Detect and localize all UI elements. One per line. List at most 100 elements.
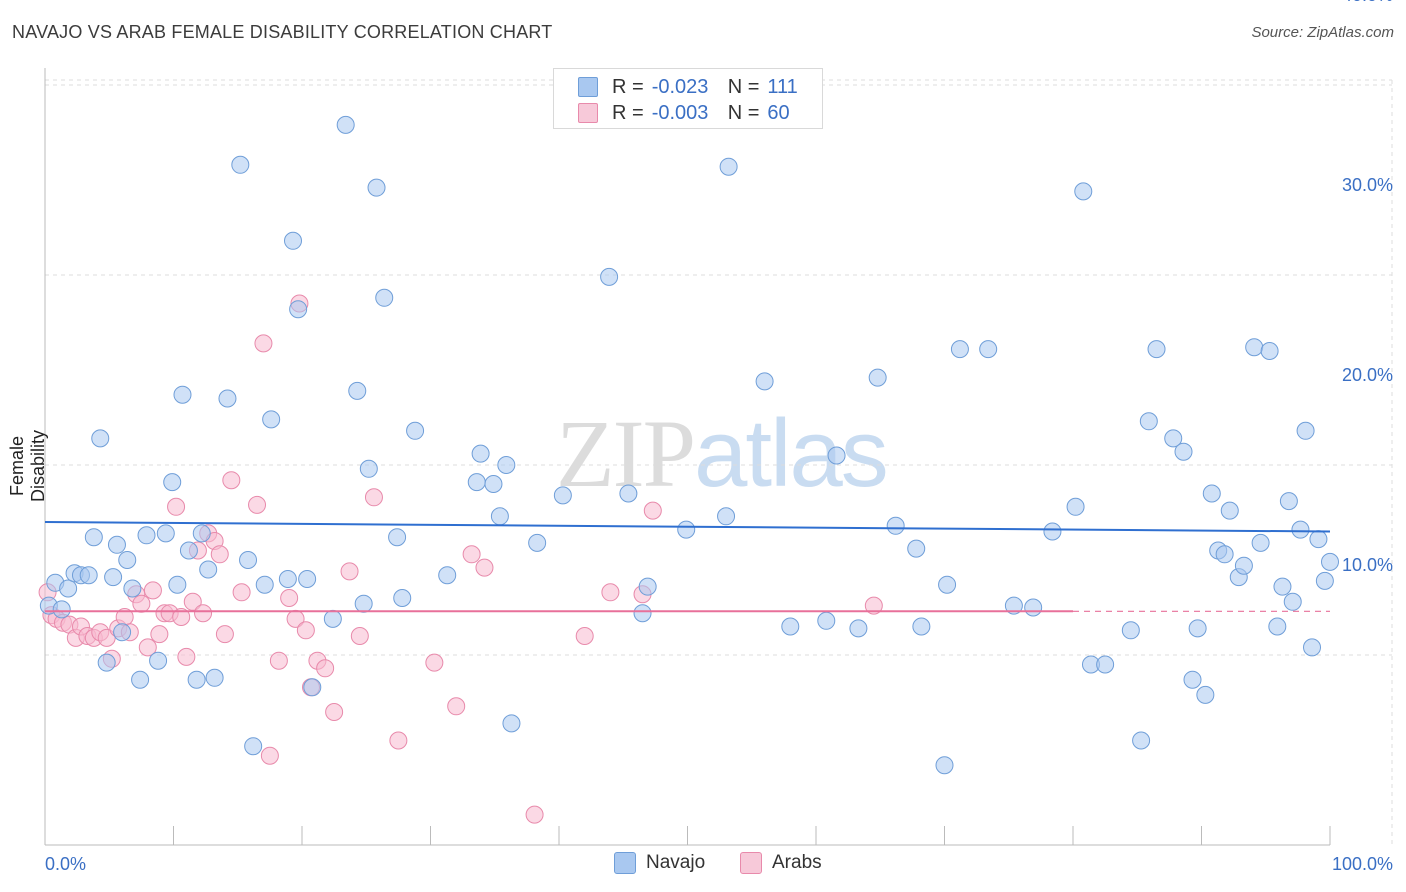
- arabs-point: [177, 647, 196, 666]
- navajo-point: [354, 594, 373, 613]
- arabs-point: [269, 651, 288, 670]
- navajo-point: [1121, 621, 1140, 640]
- legend-row-navajo: R = -0.023 N = 111: [578, 75, 798, 99]
- arabs-point: [350, 627, 369, 645]
- arabs-point: [260, 746, 279, 765]
- legend-item-arabs[interactable]: Arabs: [740, 852, 822, 874]
- navajo-point: [935, 756, 954, 775]
- navajo-point: [179, 541, 198, 560]
- navajo-point: [131, 670, 150, 689]
- navajo-point: [1309, 530, 1328, 549]
- navajo-point: [255, 575, 274, 594]
- navajo-point: [187, 670, 206, 689]
- arabs-point: [215, 625, 234, 644]
- navajo-point: [348, 381, 367, 400]
- navajo-point: [1283, 592, 1302, 611]
- navajo-point: [1132, 731, 1151, 750]
- navajo-point: [1321, 552, 1339, 571]
- arabs-point: [325, 703, 344, 721]
- arabs-legend-label: Arabs: [772, 852, 822, 873]
- navajo-point: [406, 421, 425, 440]
- navajo-point: [717, 507, 736, 526]
- navajo-point: [1139, 412, 1158, 431]
- navajo-n-value: 111: [767, 75, 798, 98]
- navajo-point: [1234, 556, 1253, 575]
- navajo-point: [163, 473, 182, 492]
- arabs-point: [475, 558, 494, 577]
- arabs-point: [316, 659, 335, 678]
- navajo-point: [528, 533, 547, 552]
- arabs-point: [280, 589, 299, 607]
- arabs-point: [364, 488, 383, 507]
- navajo-point: [1024, 598, 1043, 617]
- navajo-point: [502, 714, 521, 733]
- navajo-point: [600, 267, 619, 286]
- navajo-point: [950, 340, 969, 359]
- arabs-point: [601, 583, 620, 602]
- arabs-point: [575, 627, 594, 645]
- navajo-point: [1096, 655, 1115, 674]
- navajo-point: [1174, 442, 1193, 461]
- navajo-point: [638, 577, 657, 596]
- navajo-n-label: N =: [727, 75, 760, 98]
- navajo-point: [1315, 571, 1334, 590]
- navajo-point: [118, 551, 137, 569]
- navajo-point: [298, 570, 317, 588]
- y-axis-label: Female Disability: [7, 429, 48, 503]
- navajo-point: [367, 178, 386, 197]
- arabs-r-value: -0.003: [651, 101, 709, 124]
- navajo-point: [137, 526, 156, 545]
- navajo-point: [107, 535, 126, 554]
- navajo-point: [323, 609, 342, 628]
- navajo-point: [244, 737, 263, 756]
- legend-row-arabs: R = -0.003 N = 60: [578, 101, 790, 125]
- navajo-point: [1291, 520, 1310, 539]
- legend-item-navajo[interactable]: Navajo: [614, 852, 705, 874]
- arabs-point: [138, 638, 157, 657]
- y-tick-label: 20.0%: [1342, 365, 1393, 385]
- arabs-r-label: R =: [612, 101, 644, 124]
- navajo-point: [1188, 619, 1207, 638]
- navajo-point: [231, 155, 250, 174]
- arabs-point: [864, 596, 883, 615]
- navajo-point: [199, 560, 218, 579]
- navajo-r-value: -0.023: [651, 75, 709, 98]
- navajo-point: [868, 368, 887, 387]
- navajo-point: [278, 570, 297, 588]
- arabs-point: [447, 697, 466, 716]
- chart-title: NAVAJO VS ARAB FEMALE DISABILITY CORRELA…: [12, 22, 553, 42]
- navajo-point: [123, 579, 142, 598]
- arabs-point: [462, 545, 481, 564]
- navajo-point: [1164, 429, 1183, 448]
- navajo-point: [336, 115, 355, 134]
- navajo-point: [359, 459, 378, 478]
- navajo-point: [817, 611, 836, 630]
- navajo-point: [104, 568, 123, 587]
- navajo-point: [168, 575, 187, 594]
- navajo-point: [1147, 340, 1166, 359]
- y-tick-label: 10.0%: [1342, 555, 1393, 575]
- y-tick-label: 40.0%: [1342, 0, 1393, 5]
- navajo-point: [1296, 421, 1315, 440]
- navajo-point: [393, 589, 412, 607]
- navajo-point: [633, 604, 652, 623]
- navajo-point: [1074, 182, 1093, 201]
- x-tick-label: 0.0%: [45, 854, 86, 874]
- arabs-legend-swatch: [740, 852, 762, 874]
- navajo-point: [497, 456, 516, 474]
- arabs-point: [425, 653, 444, 672]
- navajo-point: [239, 551, 258, 569]
- navajo-legend-label: Navajo: [646, 852, 706, 873]
- navajo-point: [1220, 501, 1239, 520]
- arabs-point: [643, 501, 662, 520]
- navajo-point: [849, 619, 868, 638]
- arabs-n-label: N =: [727, 101, 760, 124]
- navajo-point: [912, 617, 931, 636]
- correlation-legend: R = -0.023 N = 111 R = -0.003 N = 60: [553, 68, 823, 129]
- arabs-point: [172, 608, 191, 626]
- navajo-legend-swatch: [614, 852, 636, 874]
- navajo-point: [1215, 545, 1234, 564]
- navajo-point: [484, 475, 503, 493]
- navajo-point: [1245, 338, 1264, 357]
- x-tick-label: 100.0%: [1332, 854, 1393, 874]
